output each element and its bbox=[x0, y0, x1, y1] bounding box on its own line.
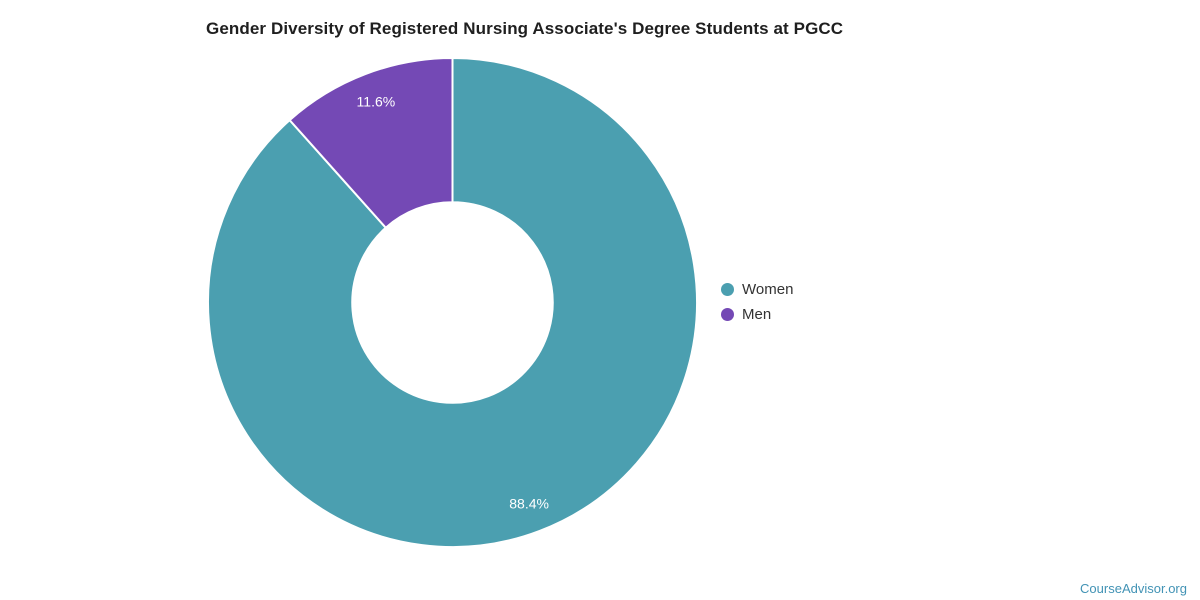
legend: Women Men bbox=[721, 277, 793, 327]
slice-value-label-women: 88.4% bbox=[509, 495, 549, 511]
legend-item-women[interactable]: Women bbox=[721, 277, 793, 302]
legend-item-men[interactable]: Men bbox=[721, 302, 793, 327]
slice-value-label-men: 11.6% bbox=[357, 94, 396, 110]
legend-label-women: Women bbox=[742, 281, 794, 298]
pie-slice-women[interactable] bbox=[207, 57, 698, 548]
pie-slice-men[interactable] bbox=[288, 57, 454, 229]
legend-swatch-men bbox=[721, 308, 734, 321]
legend-label-men: Men bbox=[742, 306, 772, 323]
chart-title: Gender Diversity of Registered Nursing A… bbox=[206, 19, 844, 38]
brand-link[interactable]: CourseAdvisor.org bbox=[1080, 581, 1187, 596]
legend-swatch-women bbox=[721, 283, 734, 296]
